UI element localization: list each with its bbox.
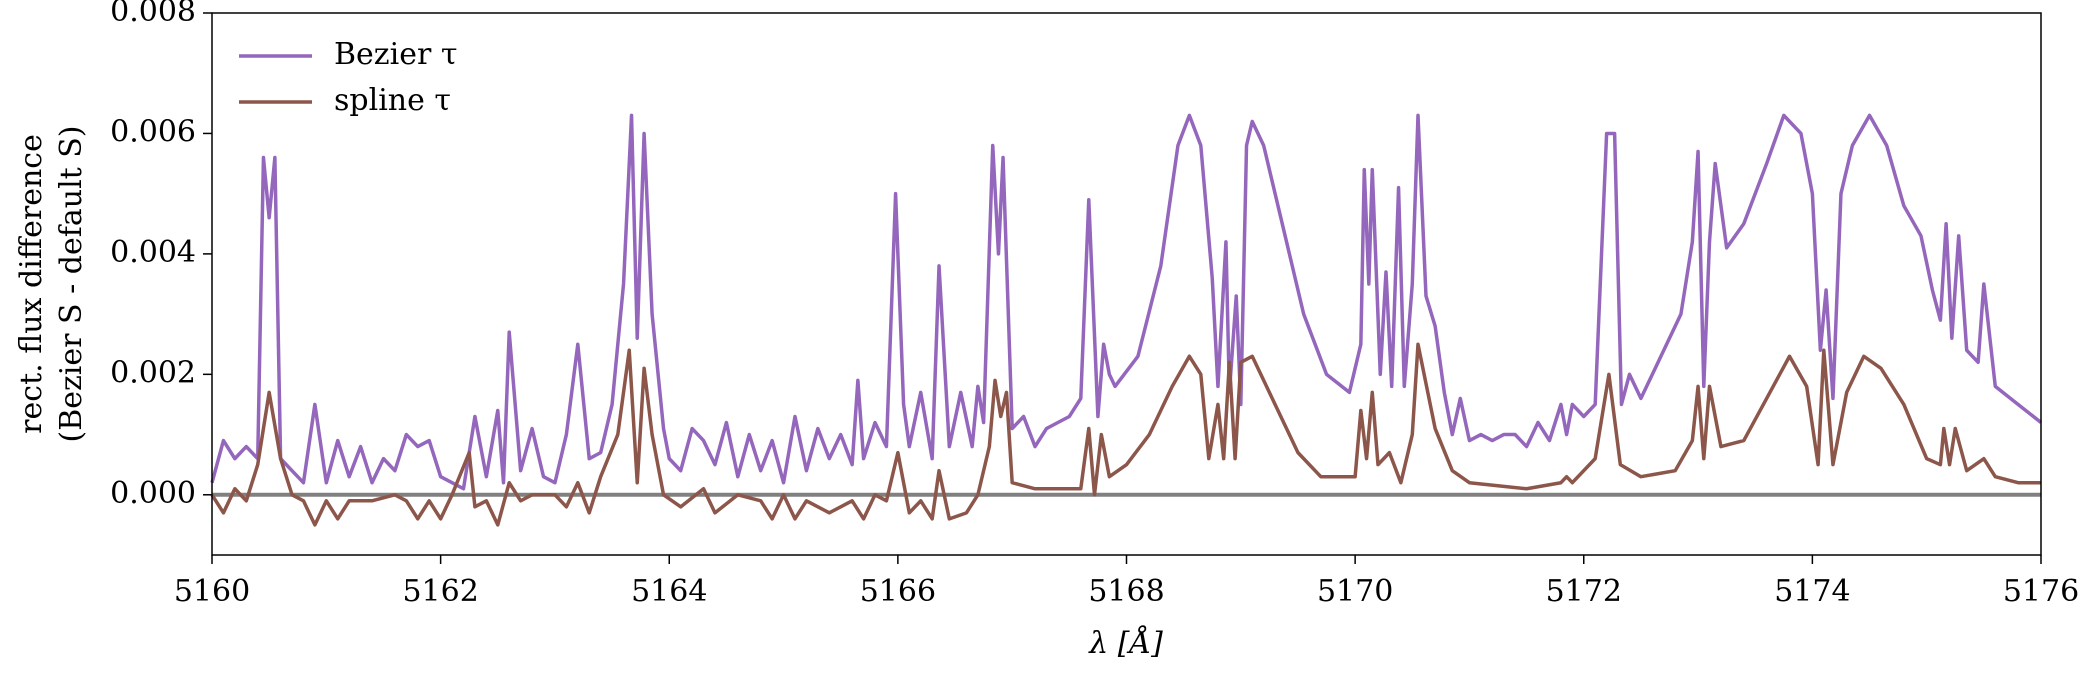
line-series [210,113,2043,491]
y-tick-label: 0.004 [110,235,196,270]
plot-frame [211,12,2042,556]
x-tick-label: 5166 [860,574,936,609]
y-axis-label: (Bezier S - default S) [54,125,89,442]
x-tick-label: 5172 [1546,574,1622,609]
x-tick-label: 5176 [2003,574,2079,609]
x-tick-label: 5160 [174,574,250,609]
y-axis-label: rect. flux difference [14,134,49,434]
line-series [210,342,2041,527]
x-tick-label: 5168 [1088,574,1164,609]
y-tick-label: 0.008 [110,0,196,29]
y-tick-label: 0.000 [110,476,196,511]
legend-label: spline τ [334,83,451,118]
x-tick-label: 5162 [402,574,478,609]
y-tick-label: 0.002 [110,355,196,390]
legend-label: Bezier τ [334,37,457,72]
x-tick-label: 5164 [631,574,707,609]
x-axis-label: λ [Å] [1088,625,1163,661]
y-tick-label: 0.006 [110,114,196,149]
x-tick-label: 5174 [1774,574,1850,609]
x-tick-label: 5170 [1317,574,1393,609]
